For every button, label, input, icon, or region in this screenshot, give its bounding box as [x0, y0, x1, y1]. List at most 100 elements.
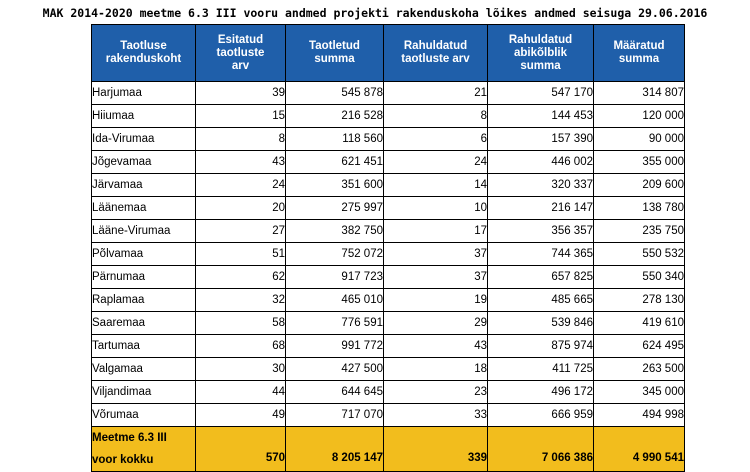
location-cell: Lääne-Virumaa: [91, 219, 196, 243]
submitted-count-cell: 49: [195, 403, 286, 427]
location-cell: Võrumaa: [91, 403, 196, 427]
column-header-eligible-sum: Rahuldatud abikõlblik summa: [487, 24, 594, 82]
location-cell: Raplamaa: [91, 288, 196, 312]
table-row: Võrumaa 49 717 070 33 666 959 494 998: [91, 403, 685, 427]
location-cell: Viljandimaa: [91, 380, 196, 404]
table-row: Raplamaa 32 465 010 19 485 665 278 130: [91, 288, 685, 312]
approved-count-cell: 37: [383, 265, 488, 289]
column-header-location: Taotluse rakenduskoht: [91, 24, 196, 82]
eligible-sum-cell: 216 147: [487, 196, 594, 220]
location-cell: Põlvamaa: [91, 242, 196, 266]
table-row: Lääne-Virumaa 27 382 750 17 356 357 235 750: [91, 219, 685, 243]
eligible-sum-cell: 446 002: [487, 150, 594, 174]
location-cell: Pärnumaa: [91, 265, 196, 289]
requested-sum-cell: 644 645: [285, 380, 384, 404]
eligible-sum-cell: 320 337: [487, 173, 594, 197]
location-cell: Jõgevamaa: [91, 150, 196, 174]
requested-sum-cell: 752 072: [285, 242, 384, 266]
submitted-count-cell: 58: [195, 311, 286, 335]
assigned-sum-cell: 209 600: [593, 173, 685, 197]
eligible-sum-cell: 744 365: [487, 242, 594, 266]
table-row: Pärnumaa 62 917 723 37 657 825 550 340: [91, 265, 685, 289]
total-eligible-sum-cell: 7 066 386: [487, 426, 594, 472]
table-row: Jõgevamaa 43 621 451 24 446 002 355 000: [91, 150, 685, 174]
total-requested-sum-cell: 8 205 147: [285, 426, 384, 472]
location-cell: Ida-Virumaa: [91, 127, 196, 151]
approved-count-cell: 33: [383, 403, 488, 427]
submitted-count-cell: 32: [195, 288, 286, 312]
submitted-count-cell: 30: [195, 357, 286, 381]
requested-sum-cell: 351 600: [285, 173, 384, 197]
column-header-approved-count: Rahuldatud taotluste arv: [383, 24, 488, 82]
location-cell: Harjumaa: [91, 81, 196, 105]
page-title: MAK 2014-2020 meetme 6.3 III vooru andme…: [42, 6, 708, 20]
submitted-count-cell: 27: [195, 219, 286, 243]
requested-sum-cell: 465 010: [285, 288, 384, 312]
table-row: Põlvamaa 51 752 072 37 744 365 550 532: [91, 242, 685, 266]
assigned-sum-cell: 263 500: [593, 357, 685, 381]
total-submitted-count-cell: 570: [195, 426, 286, 472]
assigned-sum-cell: 550 532: [593, 242, 685, 266]
assigned-sum-cell: 345 000: [593, 380, 685, 404]
approved-count-cell: 29: [383, 311, 488, 335]
eligible-sum-cell: 356 357: [487, 219, 594, 243]
total-approved-count-cell: 339: [383, 426, 488, 472]
requested-sum-cell: 621 451: [285, 150, 384, 174]
assigned-sum-cell: 314 807: [593, 81, 685, 105]
column-header-assigned-sum: Määratud summa: [593, 24, 685, 82]
approved-count-cell: 43: [383, 334, 488, 358]
requested-sum-cell: 917 723: [285, 265, 384, 289]
eligible-sum-cell: 411 725: [487, 357, 594, 381]
location-cell: Saaremaa: [91, 311, 196, 335]
eligible-sum-cell: 485 665: [487, 288, 594, 312]
approved-count-cell: 8: [383, 104, 488, 128]
column-header-requested-sum: Taotletud summa: [285, 24, 384, 82]
submitted-count-cell: 8: [195, 127, 286, 151]
approved-count-cell: 37: [383, 242, 488, 266]
submitted-count-cell: 39: [195, 81, 286, 105]
approved-count-cell: 18: [383, 357, 488, 381]
submitted-count-cell: 51: [195, 242, 286, 266]
eligible-sum-cell: 657 825: [487, 265, 594, 289]
table-row: Harjumaa 39 545 878 21 547 170 314 807: [91, 81, 685, 105]
location-cell: Hiiumaa: [91, 104, 196, 128]
requested-sum-cell: 545 878: [285, 81, 384, 105]
assigned-sum-cell: 550 340: [593, 265, 685, 289]
submitted-count-cell: 68: [195, 334, 286, 358]
data-table: Taotluse rakenduskoht Esitatud taotluste…: [91, 24, 685, 472]
submitted-count-cell: 62: [195, 265, 286, 289]
requested-sum-cell: 717 070: [285, 403, 384, 427]
eligible-sum-cell: 547 170: [487, 81, 594, 105]
requested-sum-cell: 427 500: [285, 357, 384, 381]
column-header-submitted-count: Esitatud taotluste arv: [195, 24, 286, 82]
requested-sum-cell: 991 772: [285, 334, 384, 358]
assigned-sum-cell: 355 000: [593, 150, 685, 174]
assigned-sum-cell: 624 495: [593, 334, 685, 358]
assigned-sum-cell: 419 610: [593, 311, 685, 335]
location-cell: Valgamaa: [91, 357, 196, 381]
submitted-count-cell: 43: [195, 150, 286, 174]
header-row: Taotluse rakenduskoht Esitatud taotluste…: [91, 24, 685, 82]
table-row: Viljandimaa 44 644 645 23 496 172 345 000: [91, 380, 685, 404]
location-cell: Läänemaa: [91, 196, 196, 220]
location-cell: Järvamaa: [91, 173, 196, 197]
assigned-sum-cell: 90 000: [593, 127, 685, 151]
table-row: Valgamaa 30 427 500 18 411 725 263 500: [91, 357, 685, 381]
table-row: Läänemaa 20 275 997 10 216 147 138 780: [91, 196, 685, 220]
assigned-sum-cell: 235 750: [593, 219, 685, 243]
requested-sum-cell: 118 560: [285, 127, 384, 151]
requested-sum-cell: 776 591: [285, 311, 384, 335]
approved-count-cell: 21: [383, 81, 488, 105]
approved-count-cell: 10: [383, 196, 488, 220]
table-row: Järvamaa 24 351 600 14 320 337 209 600: [91, 173, 685, 197]
requested-sum-cell: 216 528: [285, 104, 384, 128]
assigned-sum-cell: 138 780: [593, 196, 685, 220]
table-row: Ida-Virumaa 8 118 560 6 157 390 90 000: [91, 127, 685, 151]
requested-sum-cell: 275 997: [285, 196, 384, 220]
eligible-sum-cell: 144 453: [487, 104, 594, 128]
eligible-sum-cell: 496 172: [487, 380, 594, 404]
table-row: Tartumaa 68 991 772 43 875 974 624 495: [91, 334, 685, 358]
approved-count-cell: 14: [383, 173, 488, 197]
requested-sum-cell: 382 750: [285, 219, 384, 243]
total-location-cell: Meetme 6.3 III voor kokku: [91, 426, 196, 472]
